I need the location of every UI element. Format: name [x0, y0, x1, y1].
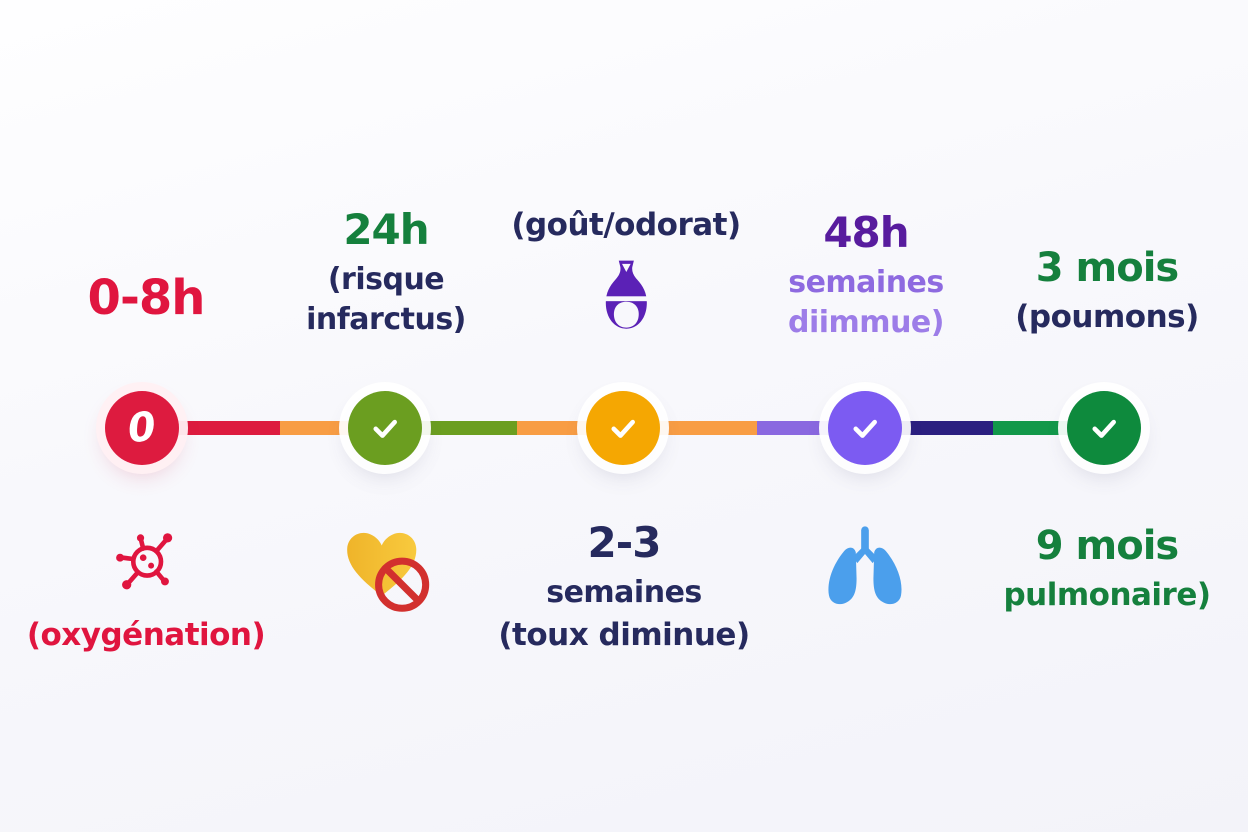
virus-icon [116, 533, 173, 590]
sub-label: pulmonaire) [1003, 577, 1211, 613]
sub-label: (risque [327, 262, 445, 298]
label-bottom-toux: 2-3 semaines (toux diminue) [498, 518, 750, 654]
taste-smell-vase-icon [602, 260, 650, 329]
sub-label: infarctus) [306, 301, 466, 337]
label-bottom-heart [337, 520, 439, 622]
sub-label: semaines [546, 575, 702, 611]
sub-label: semaines [788, 265, 944, 301]
no-smoking-heart-icon [347, 532, 430, 612]
check-icon [853, 419, 877, 438]
check-icon [611, 419, 635, 438]
caption-label: (goût/odorat) [511, 207, 741, 243]
time-label: 9 mois [1035, 523, 1179, 569]
label-bottom-oxygenation: (oxygénation) [26, 524, 266, 655]
label-bottom-lungs [819, 524, 911, 614]
check-icon [1092, 419, 1116, 438]
label-top-24h: 24h (risque infarctus) [306, 205, 466, 338]
milestone-2-3-semaines [586, 391, 660, 465]
time-label: 48h [823, 208, 909, 257]
caption-label: (oxygénation) [26, 617, 266, 653]
time-label: 2-3 [587, 518, 662, 567]
label-top-3-mois: 3 mois (poumons) [1015, 246, 1199, 337]
milestone-48h [828, 391, 902, 465]
time-label: 24h [343, 205, 429, 254]
label-bottom-9-mois: 9 mois pulmonaire) [1003, 523, 1211, 615]
label-top-0-8h: 0-8h [87, 270, 206, 326]
time-label: 3 mois [1035, 245, 1179, 291]
time-label: 0-8h [87, 270, 206, 326]
milestone-24h [348, 391, 422, 465]
sub-label: diimmue) [788, 304, 944, 340]
sub-label: (toux diminue) [498, 616, 750, 653]
check-icon [373, 419, 397, 438]
milestone-9-mois [1067, 391, 1141, 465]
milestone-zero-label: 0 [125, 403, 159, 453]
milestone-start: 0 [105, 391, 179, 465]
lungs-icon [828, 526, 902, 605]
label-top-gout-odorat: (goût/odorat) [511, 206, 741, 341]
label-top-48h: 48h semaines diimmue) [788, 208, 944, 341]
sub-label: (poumons) [1015, 299, 1199, 335]
